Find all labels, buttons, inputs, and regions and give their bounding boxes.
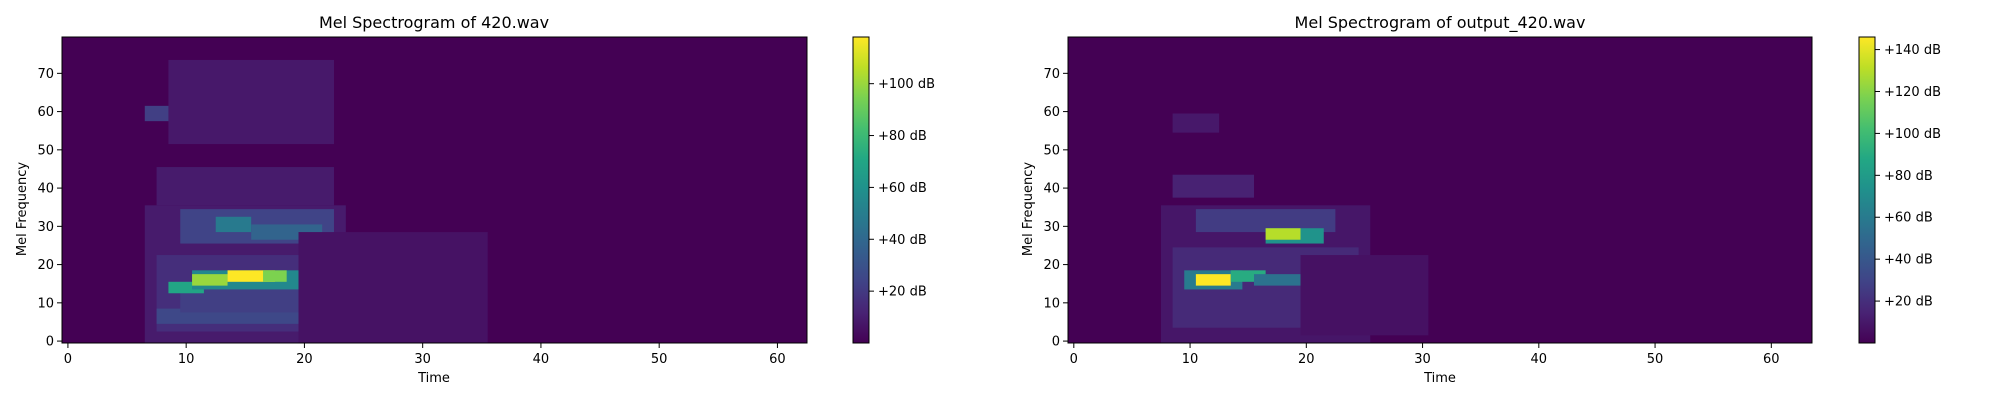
- colorbar-tick-label: +60 dB: [878, 181, 927, 196]
- spectrogram-output-420-panel: Mel Spectrogram of output_420.wav Time M…: [1021, 13, 1941, 386]
- heatmap-cell: [1195, 209, 1336, 233]
- x-tick-label: 50: [1647, 352, 1664, 367]
- x-tick-label: 40: [1531, 352, 1548, 367]
- colorbar-tick-label: +80 dB: [1884, 169, 1933, 184]
- y-tick-label: 60: [1043, 105, 1060, 120]
- x-tick-label: 60: [769, 352, 786, 367]
- y-tick-label: 40: [37, 182, 54, 197]
- spectrogram-420-panel: Mel Spectrogram of 420.wav Time Mel Freq…: [15, 13, 935, 386]
- y-tick-label: 0: [1052, 335, 1060, 350]
- x-tick-label: 60: [1763, 352, 1780, 367]
- y-axis-label: Mel Frequency: [1021, 162, 1036, 256]
- heatmap-cell: [180, 289, 323, 313]
- axes-frame: [61, 36, 808, 344]
- heatmap-cell: [156, 167, 334, 206]
- y-tick-label: 10: [1043, 296, 1060, 311]
- x-tick-label: 20: [296, 352, 313, 367]
- y-tick-label: 70: [1043, 67, 1060, 82]
- y-tick-label: 60: [37, 105, 54, 120]
- y-tick-label: 70: [37, 67, 54, 82]
- y-tick-label: 10: [37, 296, 54, 311]
- y-tick-label: 40: [1043, 182, 1060, 197]
- x-tick-label: 0: [1070, 352, 1078, 367]
- y-tick-label: 20: [37, 258, 54, 273]
- heatmap-cell: [192, 274, 228, 286]
- colorbar-tick-label: +100 dB: [878, 77, 935, 92]
- colorbar-tick-label: +40 dB: [878, 233, 927, 248]
- colorbar-tick-label: +60 dB: [1884, 211, 1933, 226]
- y-tick-label: 30: [1043, 220, 1060, 235]
- y-tick-label: 50: [1043, 143, 1060, 158]
- heatmap-cell: [1254, 274, 1313, 286]
- chart-title: Mel Spectrogram of 420.wav: [319, 13, 549, 32]
- heatmap-cell: [1265, 228, 1301, 240]
- colorbar: [852, 36, 870, 344]
- x-axis-label: Time: [1423, 371, 1456, 386]
- y-tick-label: 30: [37, 220, 54, 235]
- colorbar-tick-label: +20 dB: [878, 285, 927, 300]
- x-tick-label: 50: [651, 352, 668, 367]
- heatmap-cell: [215, 216, 252, 233]
- heatmap-cell: [168, 281, 204, 294]
- x-tick-label: 30: [1414, 352, 1431, 367]
- colorbar-tick-label: +140 dB: [1884, 43, 1941, 58]
- x-axis-label: Time: [417, 371, 450, 386]
- colorbar-tick-label: +20 dB: [1884, 295, 1933, 310]
- x-tick-label: 10: [178, 352, 195, 367]
- x-tick-label: 0: [64, 352, 72, 367]
- heatmap-cell: [263, 270, 287, 282]
- x-tick-label: 20: [1298, 352, 1315, 367]
- x-tick-label: 10: [1182, 352, 1199, 367]
- y-tick-label: 0: [46, 335, 54, 350]
- colorbar-tick-label: +40 dB: [1884, 253, 1933, 268]
- x-tick-label: 40: [533, 352, 550, 367]
- colorbar-tick-label: +100 dB: [1884, 127, 1941, 142]
- colorbar-tick-label: +120 dB: [1884, 85, 1941, 100]
- heatmap-cell: [1300, 255, 1429, 336]
- y-tick-label: 50: [37, 143, 54, 158]
- x-tick-label: 30: [414, 352, 431, 367]
- heatmap-cell: [227, 270, 275, 282]
- heatmap-cell: [1195, 274, 1231, 286]
- heatmap-cell: [168, 59, 334, 145]
- y-axis-label: Mel Frequency: [15, 162, 30, 256]
- heatmap-cell: [298, 232, 488, 343]
- heatmap-cell: [1230, 270, 1266, 282]
- chart-title: Mel Spectrogram of output_420.wav: [1295, 13, 1586, 33]
- colorbar: [1858, 36, 1876, 344]
- heatmap-cell: [1172, 113, 1220, 133]
- heatmap-cell: [1172, 174, 1254, 198]
- y-tick-label: 20: [1043, 258, 1060, 273]
- colorbar-tick-label: +80 dB: [878, 129, 927, 144]
- axes-frame: [1067, 36, 1813, 344]
